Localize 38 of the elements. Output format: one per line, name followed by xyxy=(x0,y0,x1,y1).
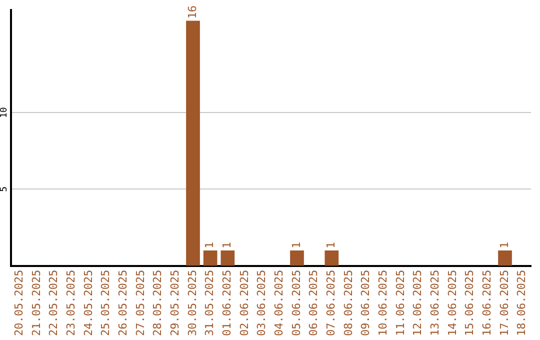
y-tick-label: 10 xyxy=(0,107,10,118)
data-label: 1 xyxy=(203,242,216,248)
data-label: 16 xyxy=(186,5,199,19)
y-tick-label: 5 xyxy=(0,186,10,192)
x-tick-label: 11.06.2025 xyxy=(394,270,407,336)
x-tick-label: 12.06.2025 xyxy=(411,270,424,336)
x-tick-label: 29.05.2025 xyxy=(168,270,182,336)
x-tick-label: 18.06.2025 xyxy=(515,270,528,336)
x-tick-label: 16.06.2025 xyxy=(480,270,494,336)
x-tick-label: 26.05.2025 xyxy=(116,270,130,336)
x-tick-label: 10.06.2025 xyxy=(376,270,390,336)
x-tick-label: 05.06.2025 xyxy=(290,270,303,336)
x-tick-label: 14.06.2025 xyxy=(446,270,459,336)
x-tick-label: 20.05.2025 xyxy=(12,270,26,336)
x-tick-label: 04.06.2025 xyxy=(272,270,286,336)
x-tick-label: 25.05.2025 xyxy=(99,270,112,336)
x-tick-label: 31.05.2025 xyxy=(203,270,216,336)
x-tick-label: 23.05.2025 xyxy=(64,270,78,336)
x-tick-label: 06.06.2025 xyxy=(307,270,320,336)
data-label: 1 xyxy=(324,242,338,248)
x-tick-label: 07.06.2025 xyxy=(324,270,338,336)
x-tick-label: 28.05.2025 xyxy=(151,270,164,336)
data-label: 1 xyxy=(290,242,303,248)
x-tick-label: 02.06.2025 xyxy=(238,270,251,336)
x-tick-label: 03.06.2025 xyxy=(255,270,268,336)
x-tick-label: 09.06.2025 xyxy=(359,270,372,336)
x-tick-label: 21.05.2025 xyxy=(30,270,43,336)
x-tick-label: 01.06.2025 xyxy=(220,270,234,336)
x-tick-label: 22.05.2025 xyxy=(47,270,60,336)
x-tick-label: 24.05.2025 xyxy=(82,270,95,336)
x-tick-label: 13.06.2025 xyxy=(428,270,442,336)
data-label: 1 xyxy=(220,242,234,248)
x-tick-label: 08.06.2025 xyxy=(342,270,355,336)
data-label: 1 xyxy=(498,242,511,248)
x-tick-label: 30.05.2025 xyxy=(186,270,199,336)
x-tick-label: 15.06.2025 xyxy=(463,270,476,336)
x-tick-label: 27.05.2025 xyxy=(134,270,147,336)
x-tick-label: 17.06.2025 xyxy=(498,270,511,336)
